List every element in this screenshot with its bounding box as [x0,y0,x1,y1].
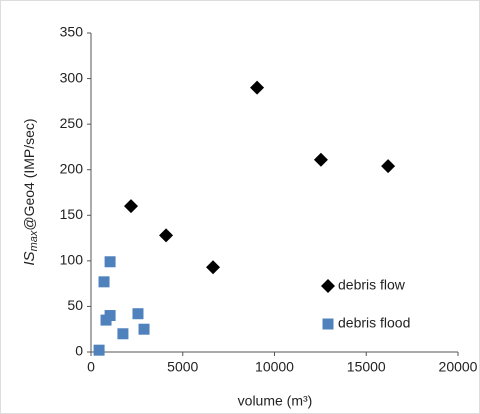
diamond-point [250,80,265,95]
y-label-main: IS [21,251,38,265]
y-tick-label: 300 [60,69,84,85]
diamond-point [381,159,396,174]
x-tick-label: 10000 [255,359,294,375]
x-tick-label: 15000 [347,359,386,375]
square-point [104,310,116,322]
x-tick-label: 20000 [439,359,478,375]
square-point [117,328,129,340]
y-tick-label: 150 [60,206,84,222]
y-tick-label: 50 [67,297,83,313]
x-tick-label: 5000 [167,359,198,375]
y-tick-label: 0 [75,343,83,359]
y-label-sub: max [28,230,40,251]
square-point [138,323,150,335]
diamond-point [159,228,174,243]
square-point [93,344,105,356]
square-point [132,308,144,320]
y-label-rest: @Geo4 (IMP/sec) [21,118,37,230]
legend-label: debris flood [338,315,410,331]
diamond-point [313,152,328,167]
square-point [104,256,116,268]
diamond-point [124,199,139,214]
square-point [322,318,334,330]
x-tick-label: 0 [87,359,95,375]
y-tick-label: 200 [60,160,84,176]
y-tick-label: 350 [60,24,84,40]
diamond-point [321,279,335,293]
x-axis-label: volume (m³) [238,393,313,409]
legend-box [312,270,458,344]
legend-label: debris flow [338,277,406,293]
square-point [98,276,110,288]
y-tick-label: 100 [60,252,84,268]
y-axis-label: ISmax@Geo4 (IMP/sec) [21,118,40,265]
y-tick-label: 250 [60,115,84,131]
diamond-point [206,260,221,275]
